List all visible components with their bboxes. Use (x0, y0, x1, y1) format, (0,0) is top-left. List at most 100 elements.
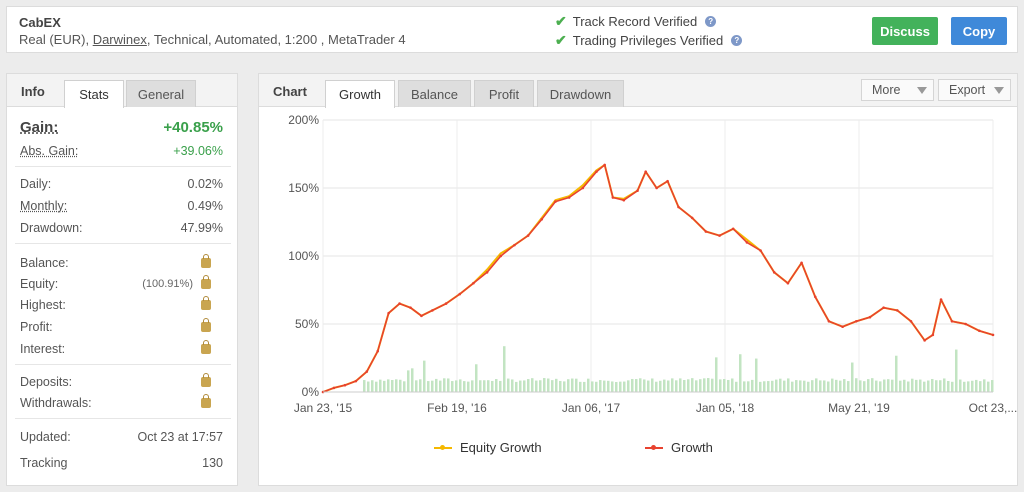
legend-equity-growth[interactable]: Equity Growth (434, 440, 542, 455)
lock-icon[interactable] (201, 373, 211, 387)
activity-bar (571, 378, 574, 392)
info-tabs: Info Stats General (7, 74, 237, 108)
lock-icon[interactable] (201, 340, 211, 354)
activity-bar (455, 380, 458, 392)
growth-point (991, 333, 995, 337)
chart-tabs: Chart Growth Balance Profit Drawdown Mor… (259, 74, 1017, 108)
activity-bar (515, 381, 518, 392)
activity-bar (983, 379, 986, 392)
activity-bar (447, 378, 450, 392)
growth-point (704, 230, 708, 233)
activity-bar (871, 378, 874, 392)
activity-bar (395, 379, 398, 392)
growth-chart: 0% 50% 100% 150% 200% Jan 23, '15 Feb 19, '16 J… (288, 113, 1017, 415)
activity-bar (615, 381, 618, 392)
activity-bar (511, 379, 514, 392)
activity-bar (463, 381, 466, 392)
activity-bar (595, 381, 598, 392)
interest-row: Interest: (20, 340, 223, 356)
activity-bar (379, 379, 382, 392)
x-tick-label: Oct 23,... (969, 401, 1017, 415)
activity-bar (543, 378, 546, 392)
growth-point (343, 383, 347, 387)
profit-label: Profit: (20, 320, 53, 334)
tab-profit[interactable]: Profit (474, 80, 534, 107)
tab-general[interactable]: General (126, 80, 196, 107)
activity-bar (555, 378, 558, 392)
lock-icon[interactable] (201, 318, 211, 332)
broker-link[interactable]: Darwinex (92, 32, 147, 47)
activity-bar (667, 380, 670, 392)
tab-stats[interactable]: Stats (64, 80, 124, 108)
activity-bar (779, 378, 782, 392)
more-dropdown[interactable]: More (861, 79, 934, 101)
growth-point (540, 217, 544, 221)
activity-bar (979, 381, 982, 392)
activity-bar (771, 380, 774, 392)
activity-bar (399, 379, 402, 392)
help-icon[interactable]: ? (705, 16, 717, 27)
activity-bar (495, 379, 498, 392)
y-tick-label: 150% (288, 181, 319, 195)
equity-row: Equity: (100.91%) (20, 275, 223, 291)
growth-point (854, 319, 858, 323)
copy-button[interactable]: Copy (951, 17, 1007, 45)
growth-point (923, 339, 926, 342)
activity-bar (579, 381, 582, 392)
activity-bar (527, 379, 530, 392)
growth-point (499, 254, 503, 258)
activity-bar (855, 378, 858, 392)
discuss-button[interactable]: Discuss (872, 17, 938, 45)
growth-point (409, 306, 412, 309)
activity-bar (935, 380, 938, 392)
growth-point (931, 333, 935, 337)
activity-bar (923, 381, 926, 392)
tracking-row: Tracking 130 (20, 456, 223, 470)
activity-bar (783, 380, 786, 392)
growth-point (458, 292, 462, 296)
daily-value: 0.02% (187, 177, 223, 191)
lock-icon[interactable] (201, 394, 211, 408)
activity-bar (763, 381, 766, 392)
help-icon[interactable]: ? (731, 35, 743, 46)
abs-gain-label[interactable]: Abs. Gain: (20, 144, 79, 158)
activity-bar (707, 378, 710, 392)
lock-icon[interactable] (201, 296, 211, 310)
deposits-label: Deposits: (20, 375, 73, 389)
activity-bar (679, 378, 682, 392)
activity-bar (371, 380, 374, 392)
growth-point (354, 379, 358, 383)
activity-bar (839, 380, 842, 392)
growth-point (690, 216, 694, 220)
tab-balance[interactable]: Balance (398, 80, 471, 107)
equity-label: Equity: (20, 277, 59, 291)
growth-point (841, 325, 844, 329)
y-tick-label: 50% (295, 317, 319, 331)
monthly-label[interactable]: Monthly: (20, 199, 68, 213)
x-tick-label: May 21, '19 (828, 401, 890, 415)
activity-bar (775, 379, 778, 392)
system-title: CabEX (19, 15, 61, 30)
activity-bar (391, 380, 394, 392)
activity-bar (787, 378, 790, 392)
trading-privileges-label: Trading Privileges Verified (572, 33, 724, 48)
activity-bar (835, 379, 838, 392)
activity-bar (843, 379, 846, 392)
export-dropdown[interactable]: Export (938, 79, 1011, 101)
growth-point (611, 196, 615, 199)
activity-bar (751, 379, 754, 392)
gain-label[interactable]: Gain: (20, 119, 59, 136)
legend-growth[interactable]: Growth (645, 440, 713, 455)
growth-point (718, 234, 721, 237)
tab-growth[interactable]: Growth (325, 80, 395, 108)
tab-drawdown[interactable]: Drawdown (537, 80, 624, 107)
activity-bar (507, 378, 510, 392)
lock-icon[interactable] (201, 254, 211, 268)
growth-point (513, 243, 516, 247)
drawdown-value: 47.99% (180, 221, 223, 235)
lock-icon[interactable] (201, 275, 211, 289)
activity-bar (943, 378, 946, 392)
activity-bar (959, 379, 962, 392)
withdrawals-label: Withdrawals: (20, 396, 92, 410)
activity-bar (479, 380, 482, 392)
